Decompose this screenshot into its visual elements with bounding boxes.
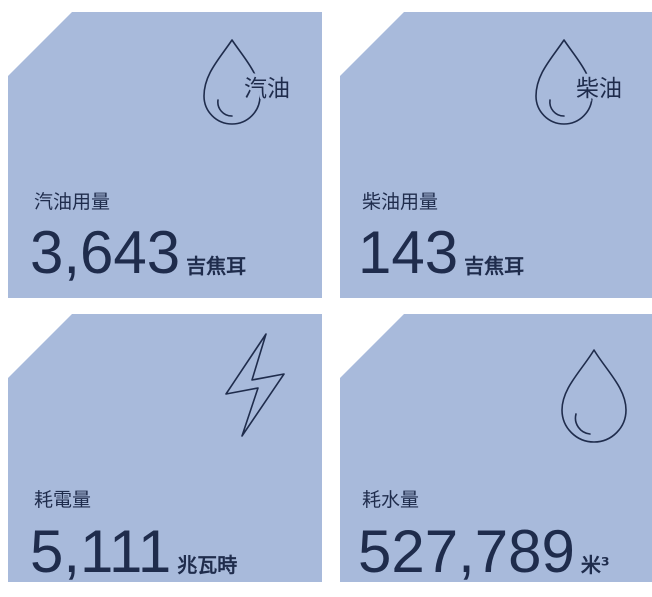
tile: 耗水量 527,789 米³ xyxy=(340,314,652,585)
tile-background xyxy=(8,12,322,298)
tile-value: 3,643 xyxy=(30,219,180,286)
tile-value: 143 xyxy=(358,219,458,286)
tile-label: 柴油用量 xyxy=(362,191,438,213)
tile-background xyxy=(340,12,652,298)
tile-label: 耗水量 xyxy=(362,489,419,511)
tile-background xyxy=(340,314,652,582)
tile-value: 527,789 xyxy=(358,518,575,585)
icon-text: 柴油 xyxy=(576,76,622,102)
drop-icon xyxy=(535,39,593,125)
drop-icon xyxy=(561,349,627,443)
icon-text: 汽油 xyxy=(244,76,290,102)
lightning-icon xyxy=(225,333,285,437)
tile-unit: 吉焦耳 xyxy=(186,254,246,278)
tile-label: 耗電量 xyxy=(34,489,91,511)
tile: 耗電量 5,111 兆瓦時 xyxy=(8,314,322,585)
drop-icon xyxy=(203,39,261,125)
tile-unit: 兆瓦時 xyxy=(177,553,237,577)
tile: 汽油 汽油用量 3,643 吉焦耳 xyxy=(8,12,322,298)
tile: 柴油 柴油用量 143 吉焦耳 xyxy=(340,12,652,298)
tile-unit: 吉焦耳 xyxy=(464,254,524,278)
tile-unit: 米³ xyxy=(581,553,610,577)
tile-background xyxy=(8,314,322,582)
tile-label: 汽油用量 xyxy=(34,191,110,213)
tile-value: 5,111 xyxy=(30,518,171,585)
